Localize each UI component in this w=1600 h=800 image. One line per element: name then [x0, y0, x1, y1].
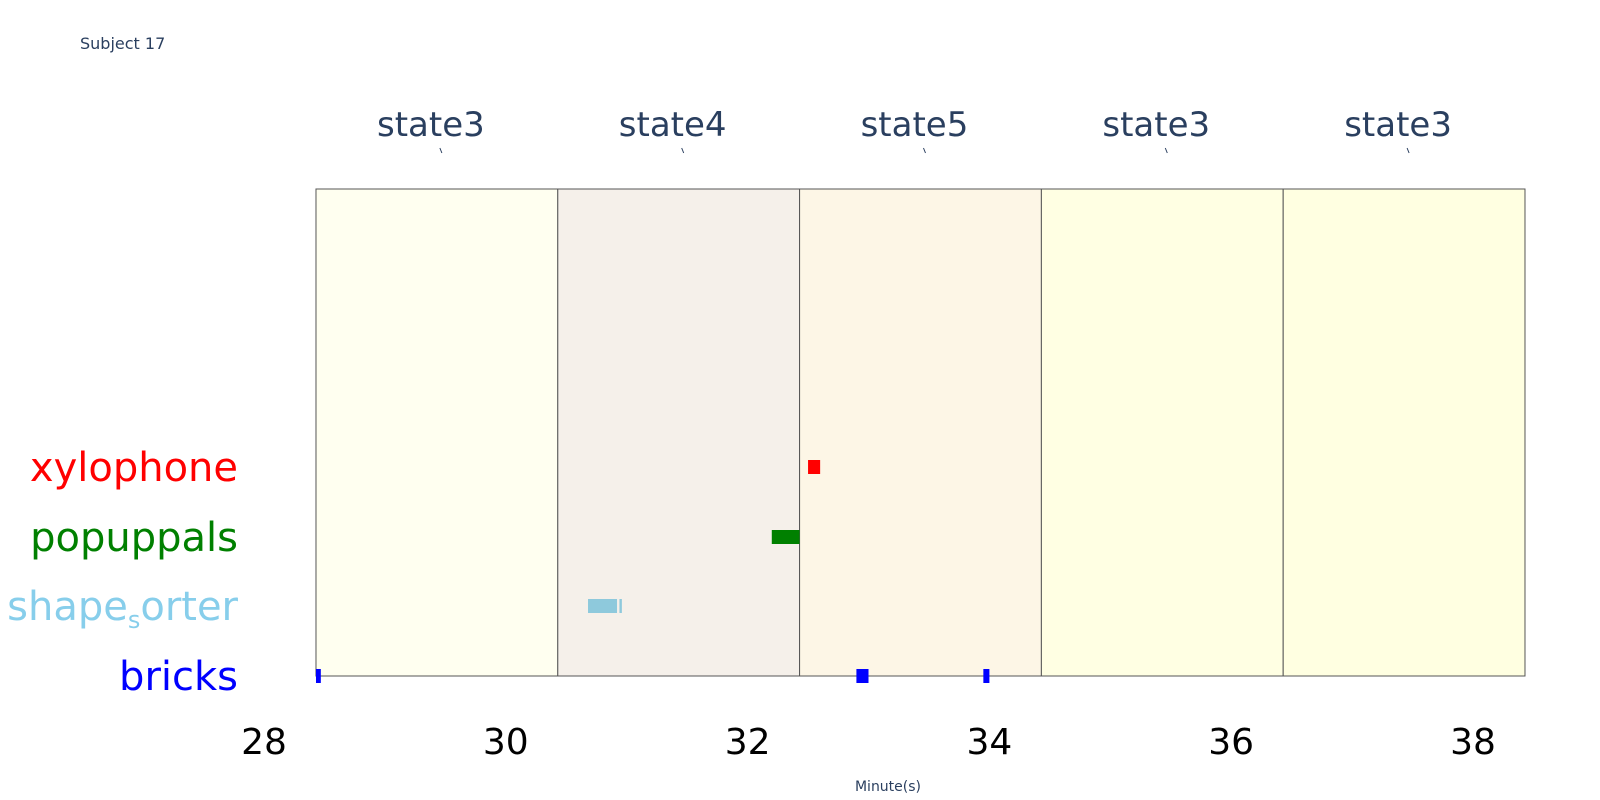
state-band-2: [799, 188, 1042, 677]
state-label-3: state3: [1102, 105, 1210, 145]
row-label-3: bricks: [119, 654, 238, 700]
state-label-0: state3: [377, 105, 485, 145]
event-bar-bricks-0: [315, 669, 321, 683]
row-labels: xylophone popuppals shapesorter bricks: [7, 445, 238, 700]
chart-title: Subject 17: [80, 34, 166, 53]
state-labels: state3 state4 state5 state3 state3: [377, 105, 1452, 154]
event-bar-xylophone-0: [808, 460, 821, 474]
row-label-1: popuppals: [30, 515, 238, 561]
state-band-0: [315, 188, 559, 677]
event-bar-popuppals-0: [771, 530, 800, 544]
x-tick-label-2: 32: [725, 722, 771, 763]
x-tick-label-1: 30: [483, 722, 529, 763]
event-bars: [315, 460, 990, 683]
state-label-4: state3: [1344, 105, 1452, 145]
state-label-tick-3: [1164, 147, 1168, 154]
x-tick-label-5: 38: [1450, 722, 1496, 763]
state-band-3: [1040, 188, 1284, 677]
state-label-tick-4: [1406, 147, 1410, 154]
state-label-2: state5: [861, 105, 969, 145]
event-bar-shape_sorter-1: [619, 599, 622, 613]
event-bar-bricks-1: [856, 669, 869, 683]
x-tick-label-4: 36: [1208, 722, 1254, 763]
row-label-0: xylophone: [30, 445, 238, 491]
state-label-tick-0: [439, 147, 443, 154]
x-axis-ticks: 28 30 32 34 36 38: [241, 722, 1496, 763]
state-label-tick-1: [681, 147, 685, 154]
x-tick-label-0: 28: [241, 722, 287, 763]
state-band-4: [1282, 188, 1526, 677]
row-label-2: shapesorter: [7, 584, 238, 634]
state-label-tick-2: [923, 147, 926, 154]
x-axis-title: Minute(s): [855, 779, 921, 795]
state-label-1: state4: [619, 105, 727, 145]
state-bands: [315, 188, 1526, 677]
x-tick-label-3: 34: [966, 722, 1012, 763]
event-bar-shape_sorter-0: [588, 599, 618, 613]
event-bar-bricks-2: [983, 669, 990, 683]
